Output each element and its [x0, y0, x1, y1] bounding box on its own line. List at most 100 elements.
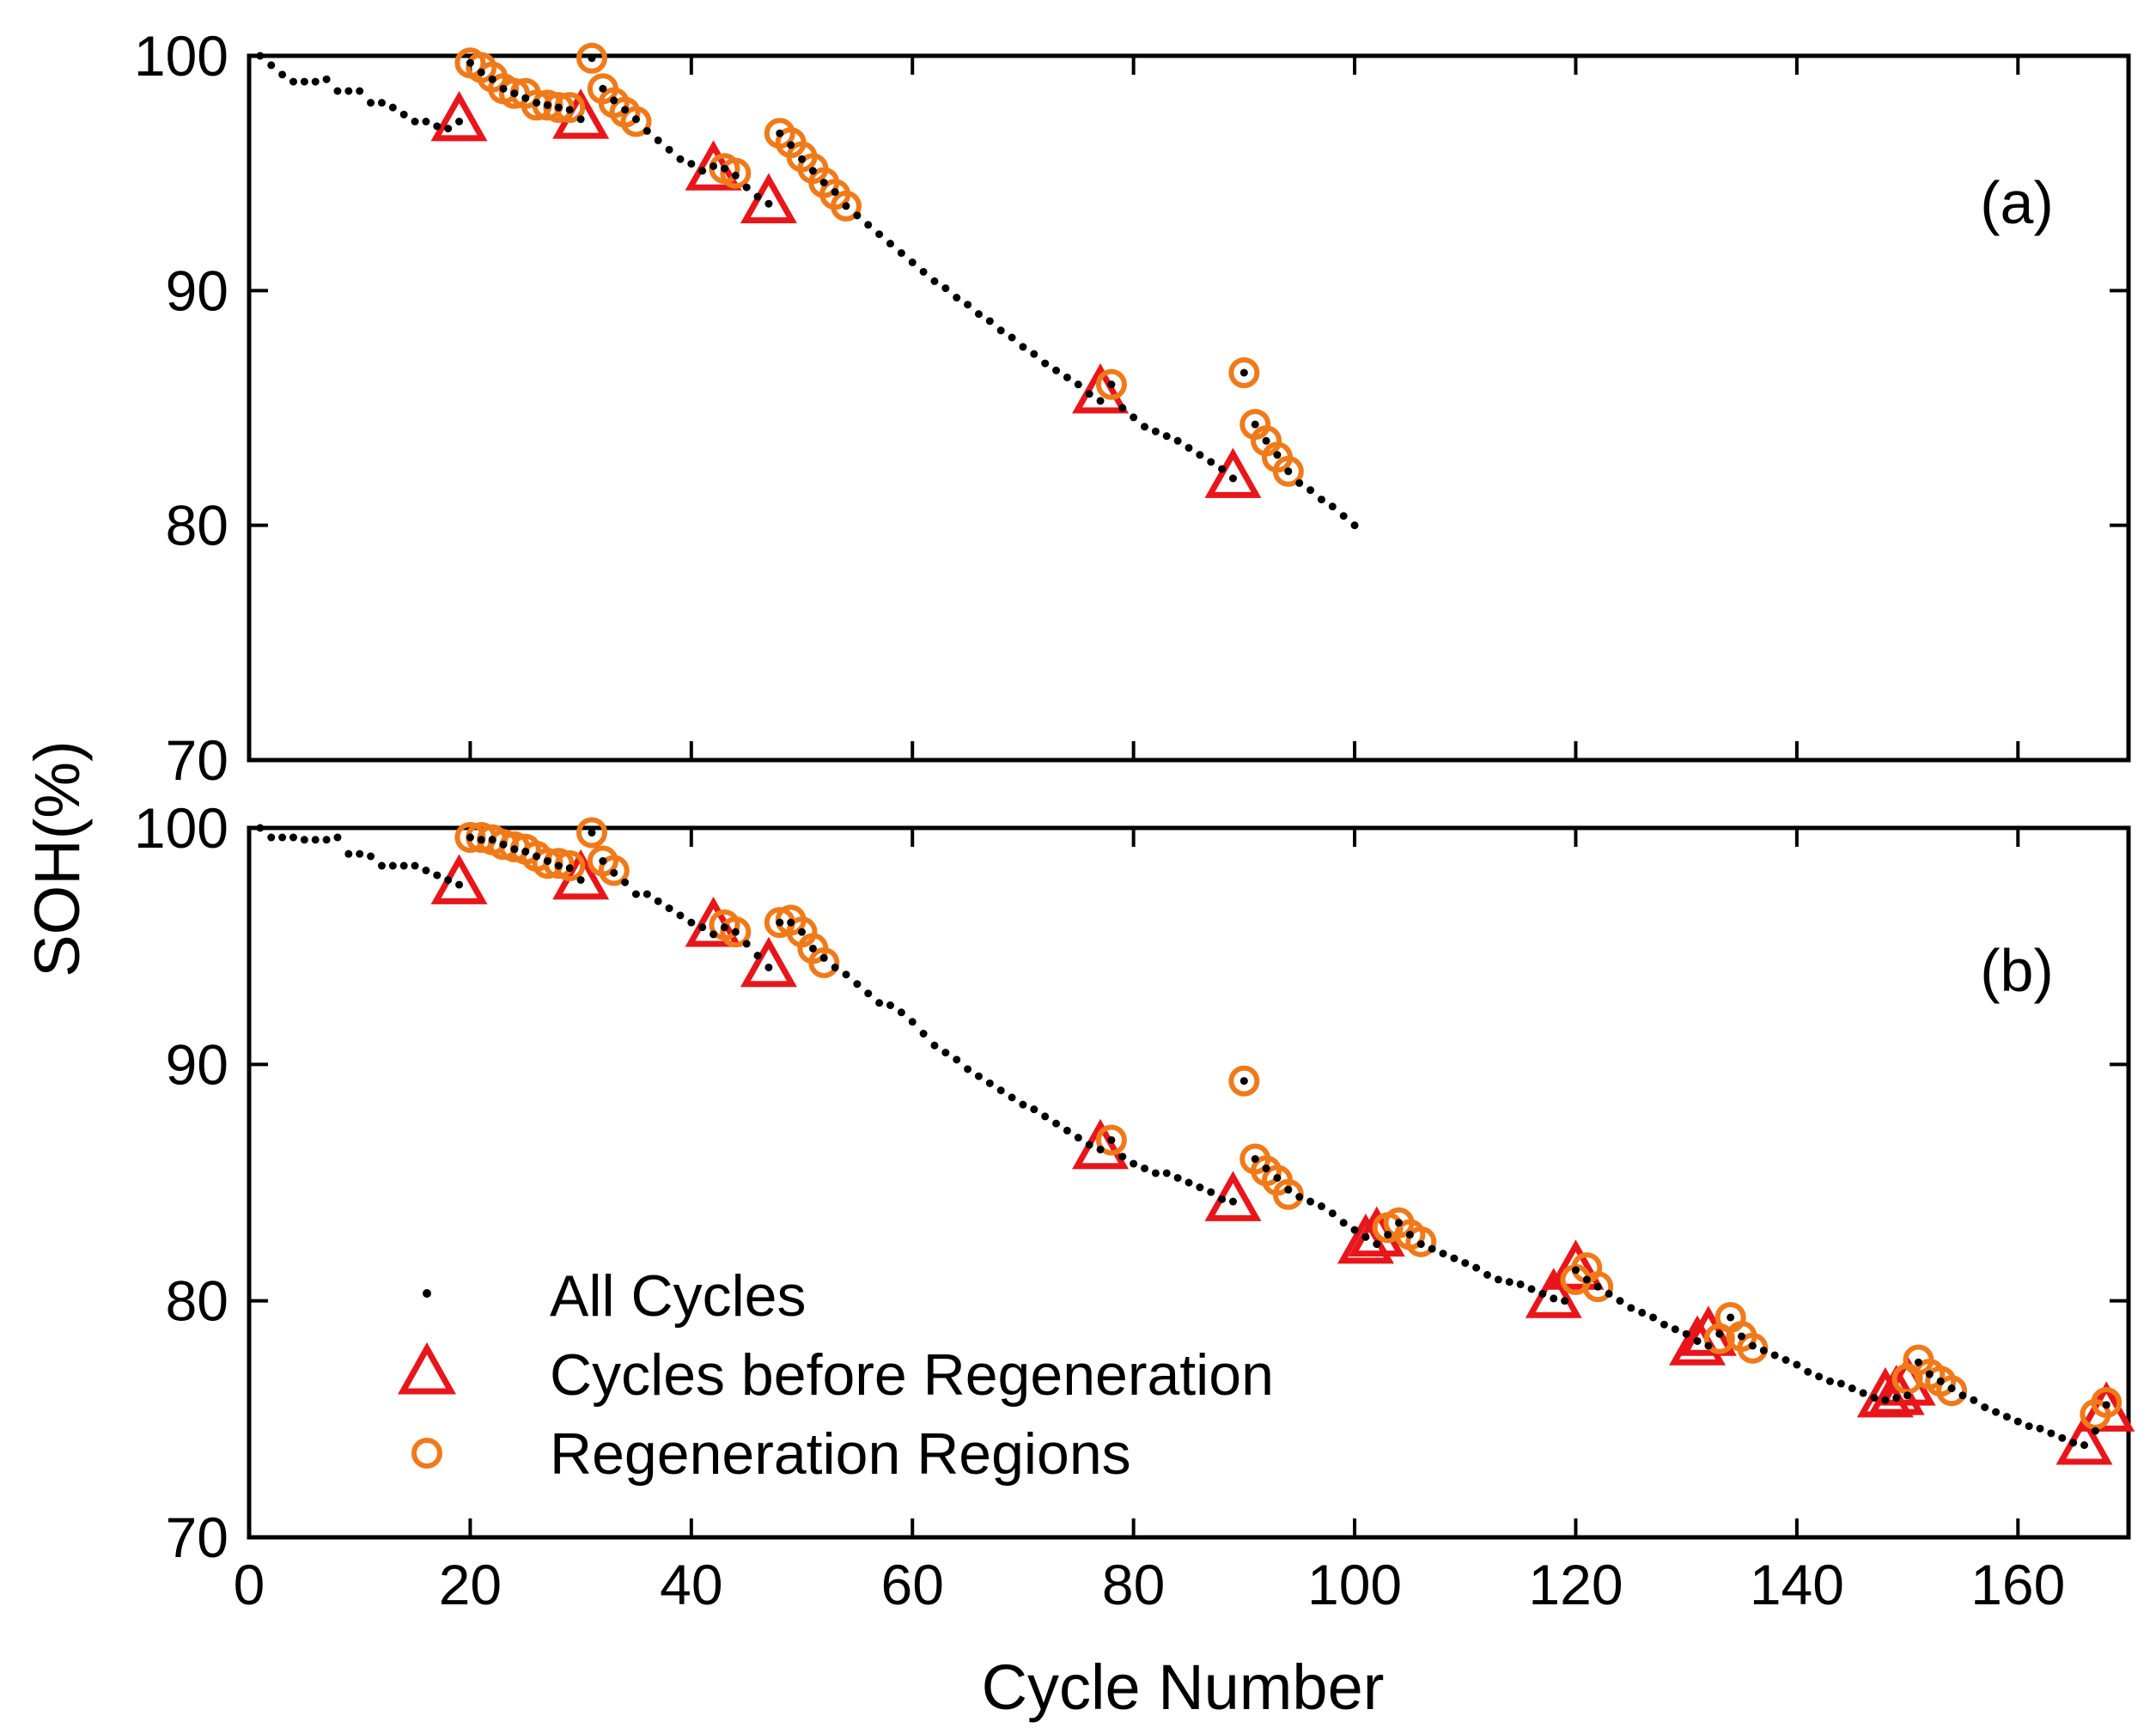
cycle-point-a [588, 54, 596, 63]
cycle-point-b [267, 833, 276, 842]
legend-entry-label: Regeneration Regions [550, 1421, 1131, 1487]
cycle-point-a [643, 126, 651, 135]
regeneration-region-marker-b [1936, 1375, 1968, 1407]
cycle-point-b [1759, 1346, 1768, 1354]
cycle-point-b [466, 833, 474, 842]
cycle-point-a [864, 221, 873, 229]
cycle-point-a [278, 70, 287, 79]
cycle-point-b [377, 861, 386, 870]
cycle-point-a [1262, 436, 1270, 445]
cycle-point-a [953, 294, 961, 302]
cycle-point-a [356, 87, 364, 95]
cycle-point-b [764, 963, 773, 971]
cycle-point-a [831, 188, 839, 197]
cycle-point-b [953, 1056, 961, 1064]
regeneration-start-marker-a [740, 173, 797, 224]
cycle-point-a [819, 179, 828, 187]
cycle-point-b [1416, 1240, 1425, 1249]
regeneration-start-marker-b [1547, 1239, 1605, 1290]
cycle-point-a [631, 115, 640, 124]
cycle-point-b [433, 871, 442, 879]
cycle-point-b [831, 963, 839, 971]
cycle-point-b [1196, 1183, 1204, 1192]
cycle-point-b [1107, 1135, 1116, 1144]
cycle-point-b [388, 861, 397, 870]
cycle-point-b [1074, 1134, 1082, 1142]
cycle-point-a [1317, 496, 1325, 504]
cycle-point-a [610, 96, 618, 105]
cycle-point-a [654, 136, 662, 144]
cycle-point-b [808, 944, 817, 952]
cycle-point-b [1981, 1403, 1989, 1412]
cycle-point-b [1914, 1358, 1922, 1366]
cycle-point-b [1727, 1313, 1735, 1322]
cycle-point-b [1162, 1169, 1171, 1177]
x-tick-label: 80 [1102, 1553, 1165, 1616]
cycle-point-a [776, 129, 784, 137]
y-axis-title: SOH(%) [21, 740, 93, 977]
cycle-point-a [996, 326, 1005, 335]
cycle-point-b [1295, 1193, 1304, 1202]
cycle-point-b [367, 852, 375, 861]
cycle-point-b [1781, 1356, 1790, 1364]
cycle-point-b [1704, 1342, 1713, 1350]
cycle-point-b [1218, 1195, 1227, 1203]
cycle-point-b [742, 940, 751, 948]
cycle-point-a [1151, 427, 1160, 435]
cycle-point-a [1251, 420, 1259, 429]
cycle-point-b [1350, 1226, 1359, 1234]
regeneration-start-marker-b [552, 849, 610, 900]
cycle-point-b [1958, 1391, 1967, 1400]
cycle-point-b [1527, 1285, 1536, 1293]
cycle-point-b [444, 876, 453, 885]
cycle-point-b [1284, 1185, 1293, 1194]
cycle-point-a [256, 52, 265, 60]
cycle-point-a [510, 89, 519, 98]
cycle-point-a [1162, 432, 1171, 441]
cycle-point-b [676, 911, 685, 920]
regeneration-region-marker-b [576, 817, 607, 849]
regeneration-region-marker-a [1272, 455, 1304, 487]
cycle-point-b [776, 918, 784, 927]
cycle-point-a [842, 202, 850, 210]
cycle-point-b [1207, 1188, 1215, 1196]
cycle-point-b [610, 868, 618, 877]
cycle-point-b [300, 836, 308, 844]
cycle-point-b [599, 857, 607, 866]
legend-entry-label: All Cycles [550, 1263, 807, 1329]
cycle-point-b [1649, 1313, 1658, 1322]
cycle-point-b [974, 1072, 983, 1080]
cycle-point-a [289, 77, 297, 86]
cycle-point-b [311, 836, 320, 844]
cycle-point-b [344, 849, 353, 858]
cycle-point-b [1151, 1169, 1160, 1177]
cycle-point-a [875, 230, 884, 239]
cycle-point-b [1328, 1209, 1337, 1218]
y-tick-label-b: 80 [166, 1269, 228, 1333]
cycle-point-a [731, 171, 740, 179]
cycle-point-b [1450, 1254, 1459, 1262]
cycle-point-b [985, 1079, 994, 1087]
cycle-point-b [1561, 1297, 1569, 1305]
cycle-point-a [521, 94, 530, 102]
cycle-point-a [267, 61, 276, 70]
cycle-point-a [886, 240, 894, 248]
x-tick-label: 0 [234, 1553, 265, 1616]
cycle-point-b [720, 923, 728, 932]
cycle-point-b [533, 852, 541, 861]
cycle-point-b [996, 1086, 1005, 1095]
legend-circle-symbol [411, 1438, 442, 1469]
cycle-point-a [455, 118, 464, 126]
cycle-point-b [1483, 1270, 1492, 1279]
cycle-point-a [665, 145, 673, 154]
cycle-point-b [1571, 1266, 1580, 1275]
cycle-point-b [1825, 1377, 1834, 1385]
cycle-point-b [2058, 1433, 2067, 1442]
plot-frame-a [247, 53, 2131, 763]
cycle-point-a [1085, 390, 1093, 399]
cycle-point-a [344, 87, 353, 95]
cycle-point-a [1173, 436, 1182, 445]
cycle-point-b [2069, 1439, 2078, 1447]
cycle-point-a [1295, 478, 1304, 487]
